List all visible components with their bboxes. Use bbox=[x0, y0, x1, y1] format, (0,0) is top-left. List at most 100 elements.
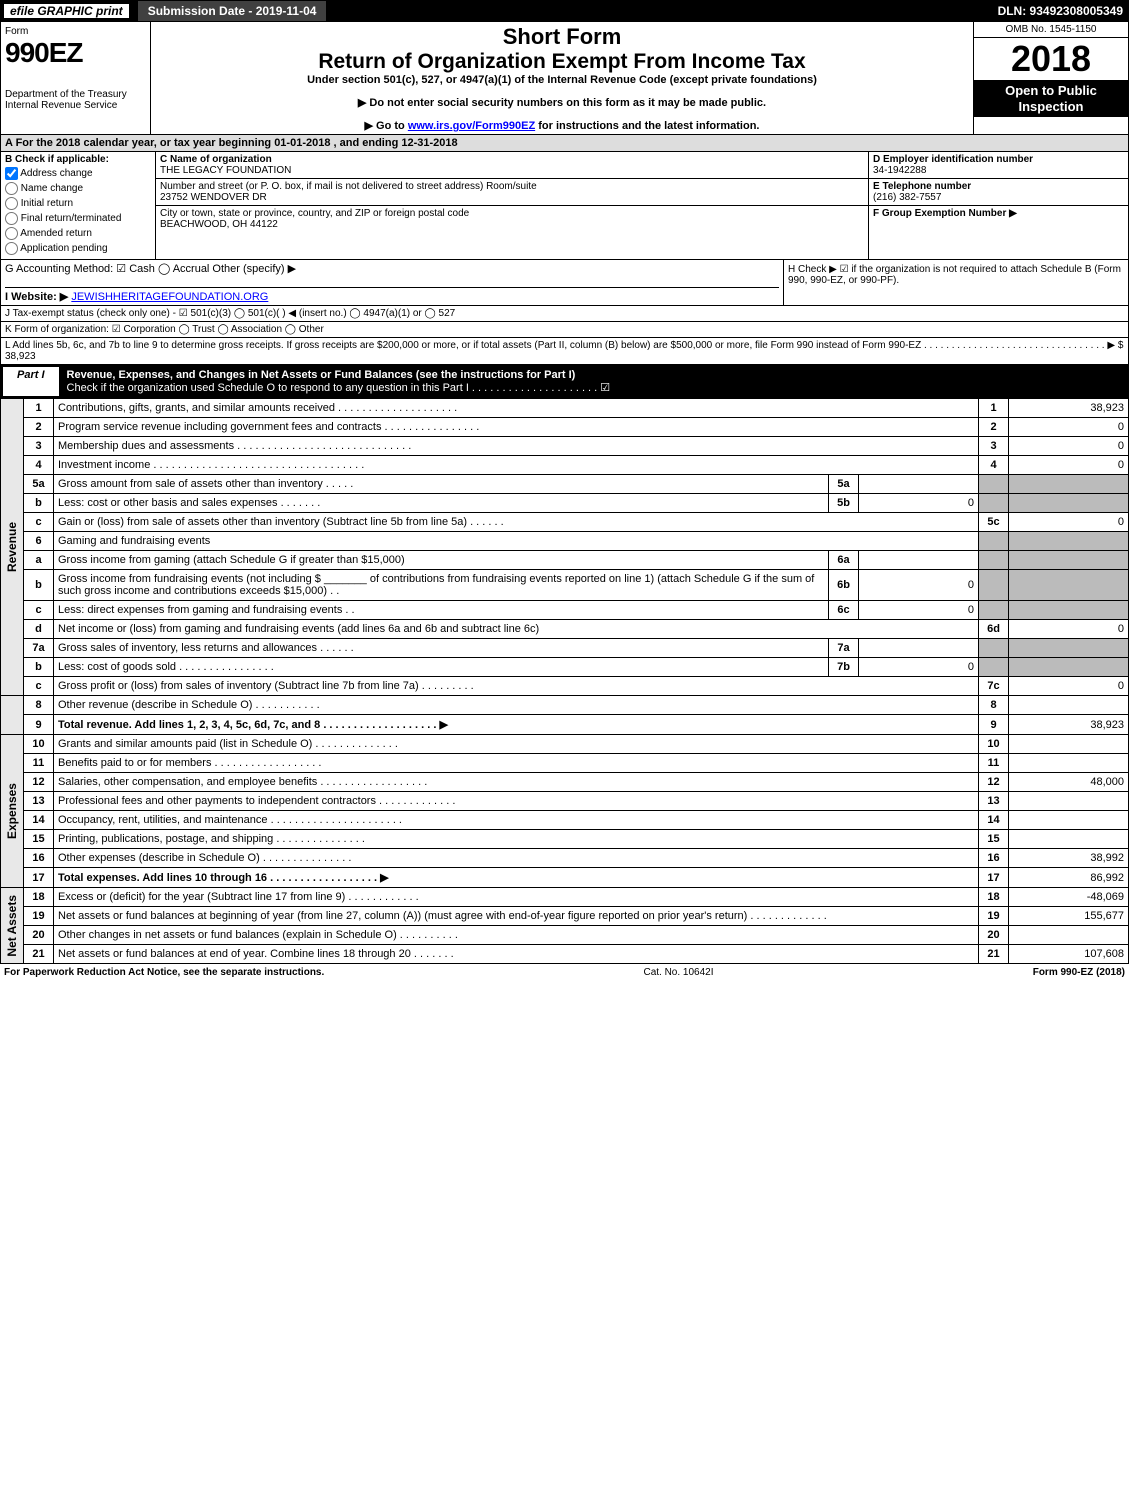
side-revenue-cont bbox=[1, 696, 24, 735]
side-expenses: Expenses bbox=[1, 735, 24, 888]
sub-amt bbox=[859, 551, 979, 570]
line-desc: Less: cost or other basis and sales expe… bbox=[54, 494, 829, 513]
side-revenue-label: Revenue bbox=[5, 522, 19, 572]
form-header: Form 990EZ Department of the Treasury In… bbox=[0, 22, 1129, 135]
line-desc: Other expenses (describe in Schedule O) … bbox=[54, 849, 979, 868]
line-desc: Professional fees and other payments to … bbox=[54, 792, 979, 811]
line-desc: Net assets or fund balances at beginning… bbox=[54, 907, 979, 926]
chk-name-change-box[interactable] bbox=[5, 182, 18, 195]
line-4: 4Investment income . . . . . . . . . . .… bbox=[1, 456, 1129, 475]
city-label: City or town, state or province, country… bbox=[160, 208, 469, 219]
col-b-header: B Check if applicable: bbox=[5, 154, 151, 165]
line-6: 6Gaming and fundraising events bbox=[1, 532, 1129, 551]
line-desc: Gross income from gaming (attach Schedul… bbox=[54, 551, 829, 570]
chk-final-return[interactable]: Final return/terminated bbox=[5, 212, 151, 225]
shade-cell bbox=[979, 532, 1009, 551]
line-desc: Gross profit or (loss) from sales of inv… bbox=[54, 677, 979, 696]
street-label: Number and street (or P. O. box, if mail… bbox=[160, 181, 537, 192]
chk-initial-return[interactable]: Initial return bbox=[5, 197, 151, 210]
line-19: 19Net assets or fund balances at beginni… bbox=[1, 907, 1129, 926]
row-l-text: L Add lines 5b, 6c, and 7b to line 9 to … bbox=[5, 340, 1115, 351]
line-amt: 107,608 bbox=[1009, 945, 1129, 964]
line-num: 1 bbox=[24, 399, 54, 418]
line-col: 6d bbox=[979, 620, 1009, 639]
line-desc: Gross sales of inventory, less returns a… bbox=[54, 639, 829, 658]
line-1: Revenue 1 Contributions, gifts, grants, … bbox=[1, 399, 1129, 418]
line-desc: Net assets or fund balances at end of ye… bbox=[54, 945, 979, 964]
line-desc: Membership dues and assessments . . . . … bbox=[54, 437, 979, 456]
line-num: c bbox=[24, 677, 54, 696]
shade-cell bbox=[1009, 570, 1129, 601]
line-num: b bbox=[24, 570, 54, 601]
sub-col: 5a bbox=[829, 475, 859, 494]
line-6c: cLess: direct expenses from gaming and f… bbox=[1, 601, 1129, 620]
irs-link[interactable]: www.irs.gov/Form990EZ bbox=[408, 120, 535, 132]
chk-application-pending[interactable]: Application pending bbox=[5, 242, 151, 255]
line-desc: Less: cost of goods sold . . . . . . . .… bbox=[54, 658, 829, 677]
side-netassets-label: Net Assets bbox=[5, 895, 19, 957]
sub-amt bbox=[859, 639, 979, 658]
sub-amt: 0 bbox=[859, 658, 979, 677]
shade-cell bbox=[1009, 639, 1129, 658]
chk-application-pending-box[interactable] bbox=[5, 242, 18, 255]
shade-cell bbox=[979, 658, 1009, 677]
line-desc: Gain or (loss) from sale of assets other… bbox=[54, 513, 979, 532]
line-7a: 7aGross sales of inventory, less returns… bbox=[1, 639, 1129, 658]
website-link[interactable]: JEWISHHERITAGEFOUNDATION.ORG bbox=[71, 291, 268, 303]
line-col: 15 bbox=[979, 830, 1009, 849]
chk-lbl: Application pending bbox=[20, 243, 107, 254]
shade-cell bbox=[979, 475, 1009, 494]
org-info-block: B Check if applicable: Address change Na… bbox=[0, 152, 1129, 260]
col-d-ids: D Employer identification number 34-1942… bbox=[868, 152, 1128, 259]
footer-left: For Paperwork Reduction Act Notice, see … bbox=[4, 967, 324, 978]
line-col: 2 bbox=[979, 418, 1009, 437]
row-k-form-org: K Form of organization: ☑ Corporation ◯ … bbox=[0, 322, 1129, 338]
footer-right: Form 990-EZ (2018) bbox=[1033, 967, 1125, 978]
line-col: 17 bbox=[979, 868, 1009, 888]
line-desc: Net income or (loss) from gaming and fun… bbox=[54, 620, 979, 639]
chk-lbl: Final return/terminated bbox=[21, 213, 122, 224]
col-b-checkboxes: B Check if applicable: Address change Na… bbox=[1, 152, 156, 259]
side-expenses-label: Expenses bbox=[5, 783, 19, 839]
line-num: c bbox=[24, 601, 54, 620]
line-amt: 38,992 bbox=[1009, 849, 1129, 868]
line-15: 15Printing, publications, postage, and s… bbox=[1, 830, 1129, 849]
line-desc: Gaming and fundraising events bbox=[54, 532, 979, 551]
shade-cell bbox=[979, 570, 1009, 601]
chk-final-return-box[interactable] bbox=[5, 212, 18, 225]
line-amt bbox=[1009, 735, 1129, 754]
chk-name-change[interactable]: Name change bbox=[5, 182, 151, 195]
line-11: 11Benefits paid to or for members . . . … bbox=[1, 754, 1129, 773]
line-desc: Grants and similar amounts paid (list in… bbox=[54, 735, 979, 754]
chk-initial-return-box[interactable] bbox=[5, 197, 18, 210]
sub-amt: 0 bbox=[859, 601, 979, 620]
line-amt: 0 bbox=[1009, 437, 1129, 456]
under-section: Under section 501(c), 527, or 4947(a)(1)… bbox=[153, 74, 971, 86]
line-3: 3Membership dues and assessments . . . .… bbox=[1, 437, 1129, 456]
chk-lbl: Initial return bbox=[21, 198, 73, 209]
line-num: b bbox=[24, 658, 54, 677]
line-num: 2 bbox=[24, 418, 54, 437]
chk-amended-return-box[interactable] bbox=[5, 227, 18, 240]
part1-header: Part I Revenue, Expenses, and Changes in… bbox=[0, 365, 1129, 399]
lines-table: Revenue 1 Contributions, gifts, grants, … bbox=[0, 399, 1129, 964]
line-col: 9 bbox=[979, 715, 1009, 735]
chk-address-change[interactable]: Address change bbox=[5, 167, 151, 180]
line-col: 7c bbox=[979, 677, 1009, 696]
line-num: 4 bbox=[24, 456, 54, 475]
line-col: 13 bbox=[979, 792, 1009, 811]
line-num: 21 bbox=[24, 945, 54, 964]
sub-col: 7a bbox=[829, 639, 859, 658]
line-num: 20 bbox=[24, 926, 54, 945]
line-num: c bbox=[24, 513, 54, 532]
line-num: a bbox=[24, 551, 54, 570]
shade-cell bbox=[979, 601, 1009, 620]
chk-amended-return[interactable]: Amended return bbox=[5, 227, 151, 240]
part1-check: Check if the organization used Schedule … bbox=[67, 382, 611, 394]
chk-address-change-box[interactable] bbox=[5, 167, 18, 180]
line-5c: cGain or (loss) from sale of assets othe… bbox=[1, 513, 1129, 532]
efile-badge: efile GRAPHIC print bbox=[3, 3, 130, 19]
line-col: 1 bbox=[979, 399, 1009, 418]
dln-number: DLN: 93492308005349 bbox=[998, 4, 1123, 18]
instruction-2: ▶ Go to www.irs.gov/Form990EZ for instru… bbox=[153, 119, 971, 132]
